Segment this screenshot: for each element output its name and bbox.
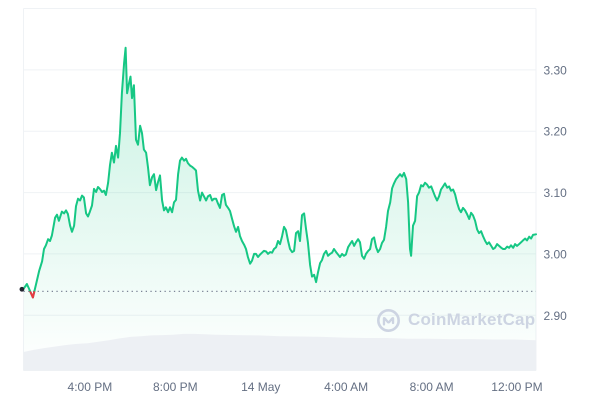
price-area-fill <box>23 47 536 371</box>
y-axis-label: 3.20 <box>544 125 568 139</box>
x-axis-label: 14 May <box>241 380 280 394</box>
x-axis-label: 8:00 PM <box>153 380 198 394</box>
x-axis-label: 4:00 PM <box>68 380 113 394</box>
y-axis-label: 2.90 <box>544 309 568 323</box>
x-axis-label: 8:00 AM <box>410 380 454 394</box>
y-axis-label: 3.10 <box>544 186 568 200</box>
volume-area <box>23 333 536 371</box>
y-axis-label: 3.00 <box>544 247 568 261</box>
x-axis-label: 4:00 AM <box>324 380 368 394</box>
price-line <box>22 46 537 299</box>
series-start-marker <box>19 286 25 292</box>
y-axis-label: 3.30 <box>544 63 568 77</box>
x-axis-label: 12:00 PM <box>491 380 542 394</box>
